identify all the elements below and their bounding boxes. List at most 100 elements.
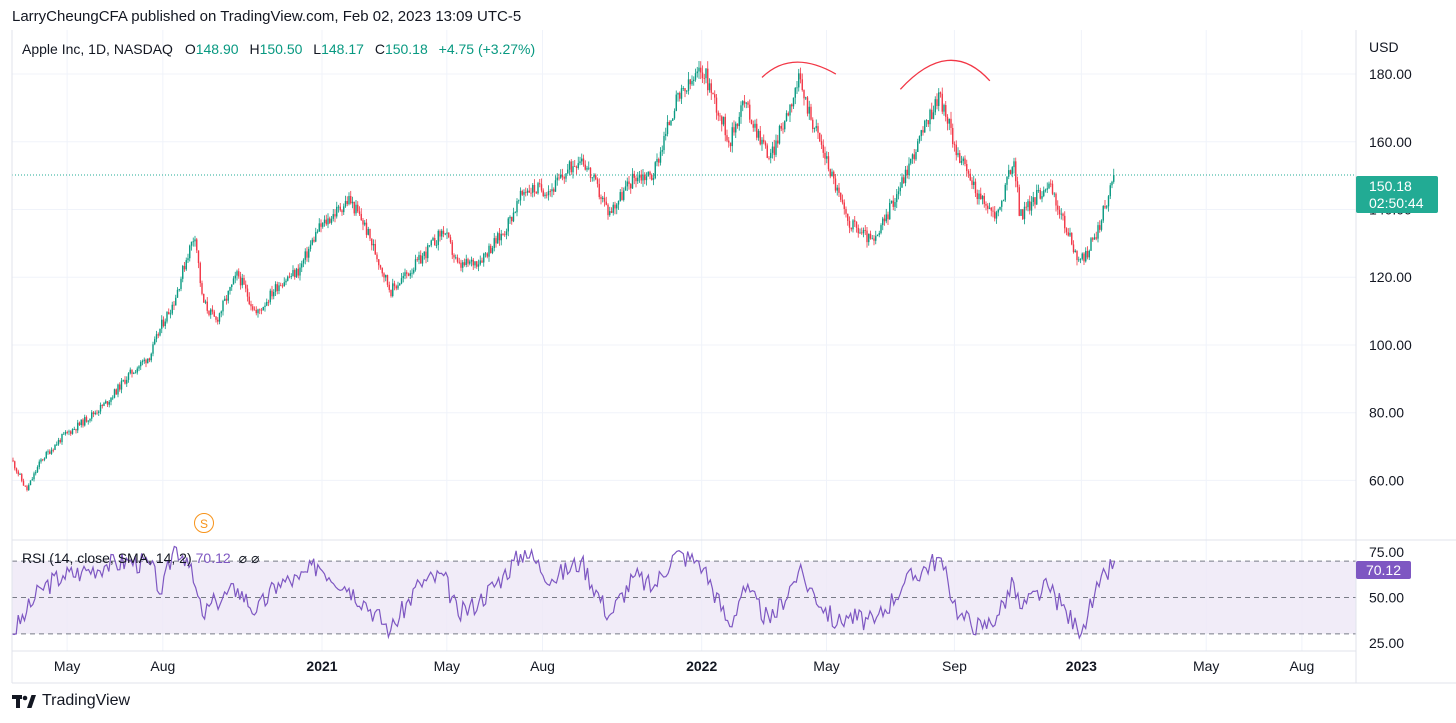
candle-body [992,210,994,212]
candle-body [486,253,488,257]
candle-body [210,309,212,315]
candle-body [421,255,424,264]
candle-body [490,245,492,253]
candle-body [593,175,595,178]
candle-body [610,211,613,213]
rsi-tick-label: 25.00 [1369,635,1404,651]
candle-body [178,288,180,290]
candle-body [1093,237,1096,240]
candle-body [705,68,707,79]
candle-body [325,219,327,225]
candle-body [418,255,420,261]
candle-body [981,195,984,200]
y-tick-label: 80.00 [1369,405,1404,421]
candle-body [549,191,551,192]
candle-body [633,173,635,178]
candle-body [196,239,198,251]
candle-body [1018,187,1020,216]
candle-body [572,166,574,173]
candle-body [883,218,886,222]
candle-body [932,112,935,120]
candle-body [257,309,259,314]
candle-body [834,178,837,191]
candle-body [98,411,100,413]
candle-body [756,123,758,138]
candle-body [402,276,404,279]
candle-body [166,312,168,322]
candle-body [670,120,672,126]
candle-body [686,90,688,92]
candle-body [586,167,588,170]
candle-body [658,158,660,163]
candle-body [63,433,65,435]
candle-body [159,328,161,336]
candle-body [395,286,397,289]
candle-body [815,126,817,128]
candle-body [899,187,901,192]
candle-body [385,275,387,278]
candle-body [432,237,434,241]
candle-body [948,118,950,124]
candle-body [645,176,648,181]
candle-body [819,132,821,142]
candle-body [659,151,662,163]
candle-body [675,94,677,111]
candle-body [260,309,263,311]
axes: USD60.0080.00100.00120.00140.00160.00180… [11,30,1456,684]
candle-body [1004,184,1006,201]
candle-body [824,152,826,159]
candle-body [428,245,431,247]
candle-body [353,201,355,214]
candle-body [950,118,952,128]
candle-body [129,369,131,374]
candle-body [911,154,914,159]
candle-body [87,420,89,422]
candle-body [638,174,641,178]
candle-body [259,309,261,311]
candle-body [910,158,912,164]
candle-body [1090,238,1092,251]
candle-body [337,206,340,208]
candle-body [238,271,240,277]
footer-brand[interactable]: TradingView [12,692,130,710]
candle-body [990,207,992,211]
candle-body [175,297,177,306]
candle-body [229,287,231,291]
candle-body [465,259,467,266]
candle-body [1088,250,1090,258]
candle-body [806,97,809,114]
candle-body [570,161,572,173]
candle-body [684,88,686,92]
candle-body [192,241,194,243]
candle-body [234,275,236,279]
candle-body [255,309,257,314]
candle-body [533,185,536,192]
candle-body [124,379,126,384]
candle-body [334,214,336,217]
candle-body [427,245,429,259]
candle-body [771,146,774,153]
candle-body [957,153,959,156]
x-tick-label: 2021 [306,658,337,674]
dividend-event-icon[interactable]: S [194,513,214,533]
candle-body [299,267,301,276]
candle-body [290,276,292,277]
candle-body [813,127,816,129]
candle-body [497,233,499,244]
low-label: L [313,41,322,57]
tradingview-logo-icon [12,694,36,708]
candle-body [372,243,375,246]
candle-body [292,270,294,277]
candle-body [978,193,980,200]
candle-body [344,200,347,207]
x-tick-label: 2023 [1066,658,1097,674]
candle-body [640,174,642,181]
candle-body [68,431,70,433]
candle-body [336,206,338,217]
candle-body [679,92,681,99]
candle-body [378,259,380,266]
candle-body [897,191,900,195]
candle-body [320,223,322,227]
candle-body [836,187,838,191]
